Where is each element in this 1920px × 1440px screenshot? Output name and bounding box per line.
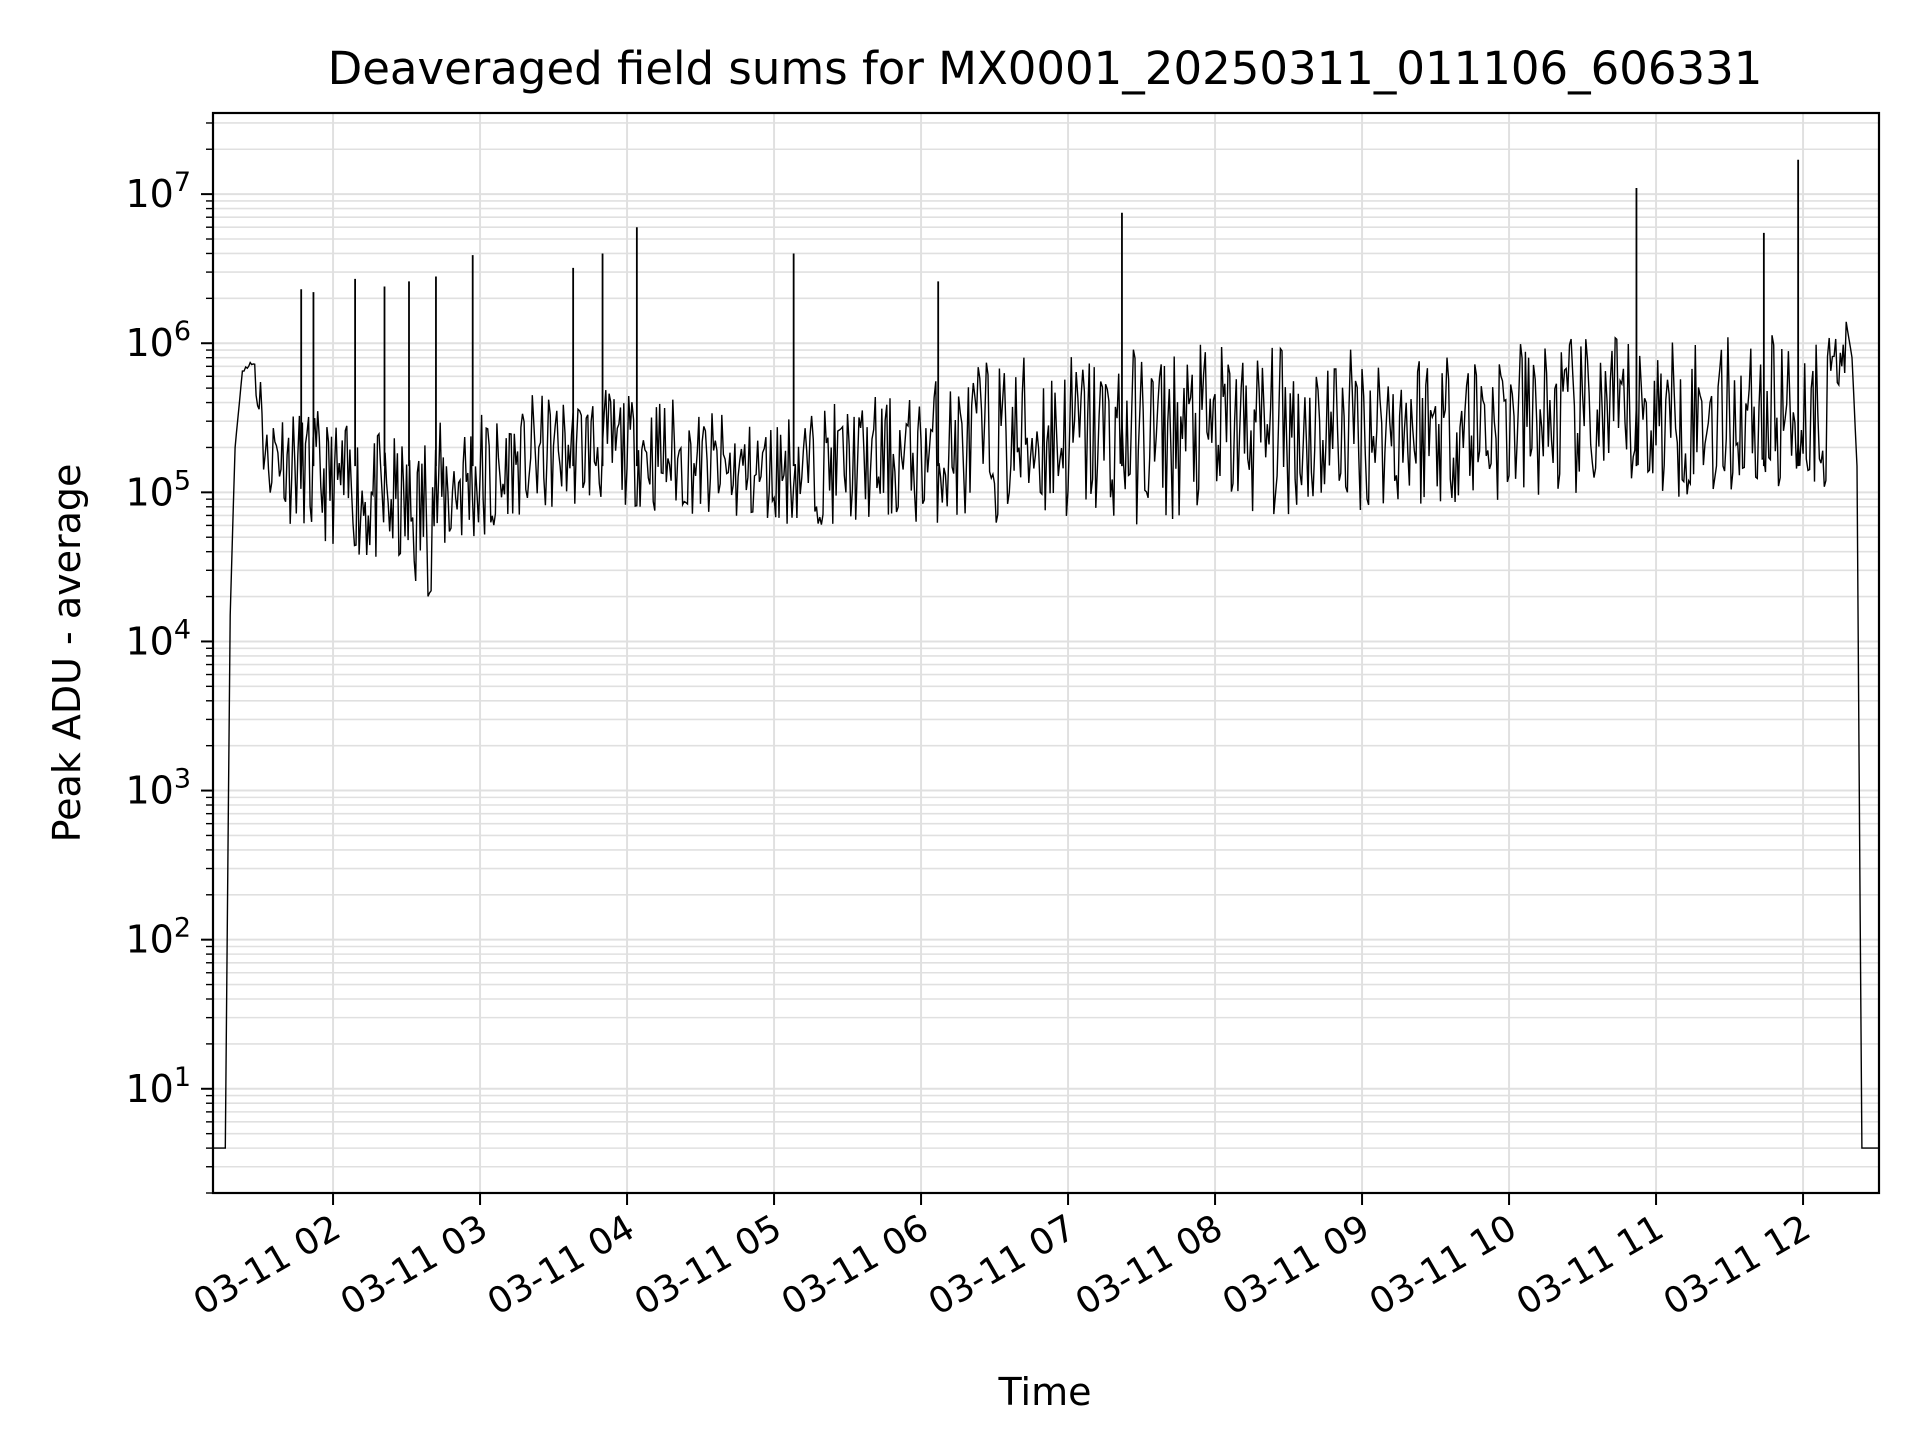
y-axis-label: Peak ADU - average xyxy=(45,464,89,843)
y-tick-label: 107 xyxy=(125,167,191,216)
y-tick-label: 101 xyxy=(125,1062,191,1111)
grid xyxy=(213,113,1879,1194)
y-tick-label: 102 xyxy=(125,913,191,962)
y-tick-label: 103 xyxy=(125,764,191,813)
chart-title: Deaveraged field sums for MX0001_2025031… xyxy=(328,42,1763,95)
y-tick-label: 104 xyxy=(125,614,191,663)
axes-frame xyxy=(211,111,1881,1195)
y-tick-label: 105 xyxy=(125,465,191,514)
x-axis-label: Time xyxy=(998,1370,1092,1414)
series-line xyxy=(213,321,1879,1149)
plot-area xyxy=(213,159,1879,1149)
y-tick-label: 106 xyxy=(125,316,191,365)
